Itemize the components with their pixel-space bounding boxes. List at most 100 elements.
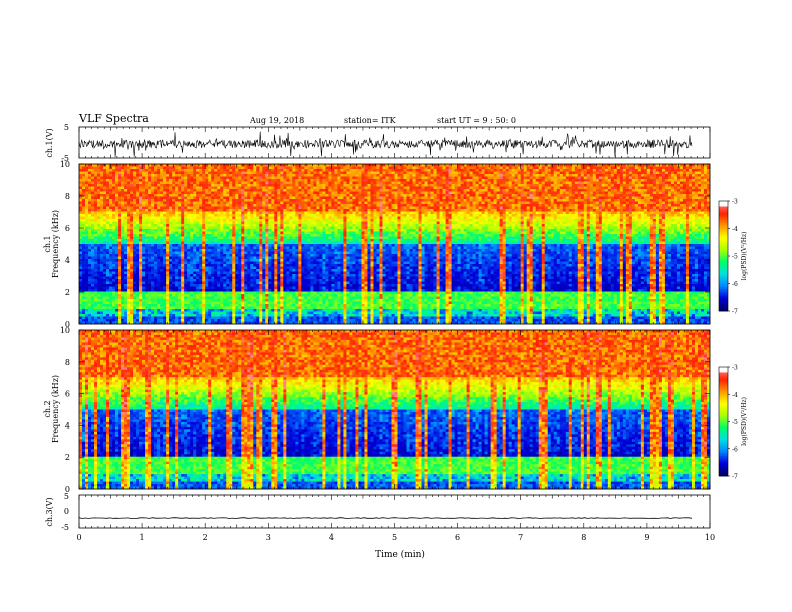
spectrogram-cell (172, 244, 175, 247)
spectrogram-cell (193, 214, 196, 217)
spectrogram-cell (82, 174, 85, 177)
spectrogram-cell (253, 227, 256, 230)
spectrogram-cell (160, 169, 163, 172)
spectrogram-cell (238, 282, 241, 285)
spectrogram-cell (286, 264, 289, 267)
spectrogram-cell (151, 299, 154, 302)
spectrogram-cell (184, 257, 187, 260)
spectrogram-cell (187, 247, 190, 250)
spectrogram-cell (178, 312, 181, 315)
spectrogram-cell (190, 207, 193, 210)
spectrogram-cell (208, 182, 211, 185)
spectrogram-cell (190, 177, 193, 180)
spectrogram-cell (112, 299, 115, 302)
spectrogram-cell (157, 289, 160, 292)
spectrogram-cell (163, 289, 166, 292)
spectrogram-cell (136, 164, 139, 167)
spectrogram-cell (286, 189, 289, 192)
spectrogram-cell (211, 259, 214, 262)
spectrogram-cell (214, 192, 217, 195)
spectrogram-cell (202, 222, 205, 225)
spectrogram-cell (124, 192, 127, 195)
spectrogram-cell (106, 182, 109, 185)
spectrogram-cell (145, 237, 148, 240)
spectrogram-cell (265, 209, 268, 212)
spectrogram-cell (274, 312, 277, 315)
spectrogram-cell (154, 247, 157, 250)
spectrogram-cell (118, 232, 121, 235)
spectrogram-cell (301, 269, 304, 272)
spectrogram-cell (118, 217, 121, 220)
spectrogram-cell (298, 244, 301, 247)
spectrogram-cell (271, 287, 274, 290)
spectrogram-cell (190, 202, 193, 205)
spectrogram-cell (109, 182, 112, 185)
spectrogram-cell (235, 292, 238, 295)
spectrogram-cell (181, 319, 184, 322)
spectrogram-cell (157, 164, 160, 167)
spectrogram-cell (250, 279, 253, 282)
spectrogram-cell (163, 227, 166, 230)
spectrogram-cell (88, 207, 91, 210)
spectrogram-cell (211, 222, 214, 225)
spectrogram-cell (160, 259, 163, 262)
spectrogram-cell (151, 187, 154, 190)
spectrogram-cell (289, 249, 292, 252)
spectrogram-cell (106, 277, 109, 280)
spectrogram-cell (247, 267, 250, 270)
spectrogram-cell (271, 172, 274, 175)
spectrogram-cell (181, 164, 184, 167)
spectrogram-cell (109, 264, 112, 267)
spectrogram-cell (250, 269, 253, 272)
spectrogram-cell (223, 244, 226, 247)
spectrogram-cell (163, 277, 166, 280)
spectrogram-cell (244, 207, 247, 210)
spectrogram-cell (262, 222, 265, 225)
spectrogram-cell (295, 292, 298, 295)
spectrogram-cell (205, 177, 208, 180)
spectrogram-cell (265, 177, 268, 180)
spectrogram-cell (205, 302, 208, 305)
spectrogram-cell (184, 292, 187, 295)
spectrogram-cell (214, 187, 217, 190)
spectrogram-cell (223, 199, 226, 202)
spectrogram-cell (235, 267, 238, 270)
spectrogram-cell (280, 242, 283, 245)
spectrogram-cell (178, 179, 181, 182)
spectrogram-cell (100, 319, 103, 322)
spectrogram-cell (94, 197, 97, 200)
spectrogram-cell (205, 179, 208, 182)
spectrogram-cell (289, 189, 292, 192)
spectrogram-cell (139, 172, 142, 175)
spectrogram-cell (238, 294, 241, 297)
spectrogram-cell (187, 244, 190, 247)
spectrogram-cell (202, 197, 205, 200)
spectrogram-cell (106, 269, 109, 272)
spectrogram-cell (205, 219, 208, 222)
spectrogram-cell (88, 279, 91, 282)
spectrogram-cell (295, 182, 298, 185)
spectrogram-cell (295, 169, 298, 172)
spectrogram-cell (277, 232, 280, 235)
spectrogram-cell (274, 274, 277, 277)
spectrogram-cell (79, 174, 82, 177)
spectrogram-cell (214, 219, 217, 222)
spectrogram-cell (136, 234, 139, 237)
spectrogram-cell (268, 187, 271, 190)
spectrogram-cell (295, 314, 298, 317)
spectrogram-cell (205, 282, 208, 285)
spectrogram-cell (256, 267, 259, 270)
spectrogram-cell (253, 309, 256, 312)
spectrogram-cell (292, 224, 295, 227)
spectrogram-cell (283, 284, 286, 287)
spectrogram-cell (94, 312, 97, 315)
spectrogram-cell (217, 177, 220, 180)
spectrogram-cell (181, 297, 184, 300)
spectrogram-cell (154, 309, 157, 312)
spectrogram-cell (172, 179, 175, 182)
spectrogram-cell (250, 234, 253, 237)
spectrogram-cell (130, 307, 133, 310)
spectrogram-cell (262, 204, 265, 207)
spectrogram-cell (151, 172, 154, 175)
spectrogram-cell (172, 274, 175, 277)
